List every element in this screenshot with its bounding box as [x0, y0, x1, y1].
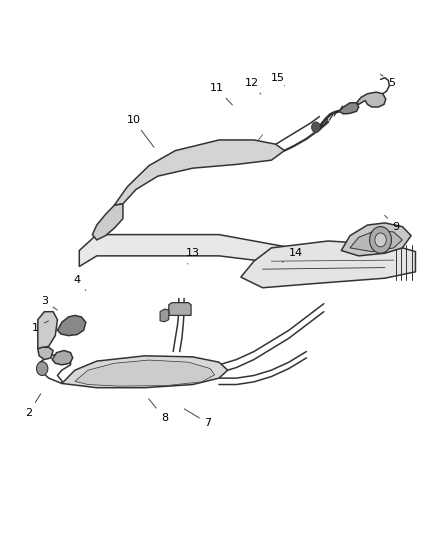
Text: 9: 9	[385, 215, 399, 232]
Polygon shape	[114, 140, 285, 205]
Text: 3: 3	[41, 296, 57, 310]
Polygon shape	[160, 309, 169, 322]
Text: 10: 10	[127, 115, 154, 147]
Text: 12: 12	[245, 78, 261, 94]
Polygon shape	[52, 351, 73, 365]
Text: 11: 11	[210, 83, 233, 105]
Text: 7: 7	[184, 409, 212, 429]
Polygon shape	[57, 316, 86, 336]
Polygon shape	[339, 103, 359, 114]
Text: 8: 8	[149, 399, 168, 423]
Circle shape	[375, 233, 386, 247]
Circle shape	[370, 227, 392, 253]
Text: 15: 15	[271, 73, 285, 86]
Polygon shape	[38, 312, 57, 349]
Polygon shape	[79, 235, 306, 266]
Circle shape	[36, 362, 48, 375]
Circle shape	[311, 122, 320, 133]
Polygon shape	[169, 303, 191, 316]
Polygon shape	[38, 348, 53, 360]
Text: 5: 5	[381, 74, 395, 88]
Polygon shape	[75, 360, 215, 386]
Polygon shape	[92, 204, 123, 240]
Text: 2: 2	[25, 394, 41, 418]
Polygon shape	[341, 223, 411, 256]
Text: 14: 14	[283, 248, 303, 262]
Polygon shape	[350, 230, 403, 252]
Text: 13: 13	[186, 248, 200, 264]
Polygon shape	[62, 356, 228, 387]
Text: 1: 1	[32, 321, 49, 333]
Polygon shape	[241, 241, 416, 288]
Polygon shape	[357, 92, 386, 107]
Text: 4: 4	[74, 275, 86, 290]
